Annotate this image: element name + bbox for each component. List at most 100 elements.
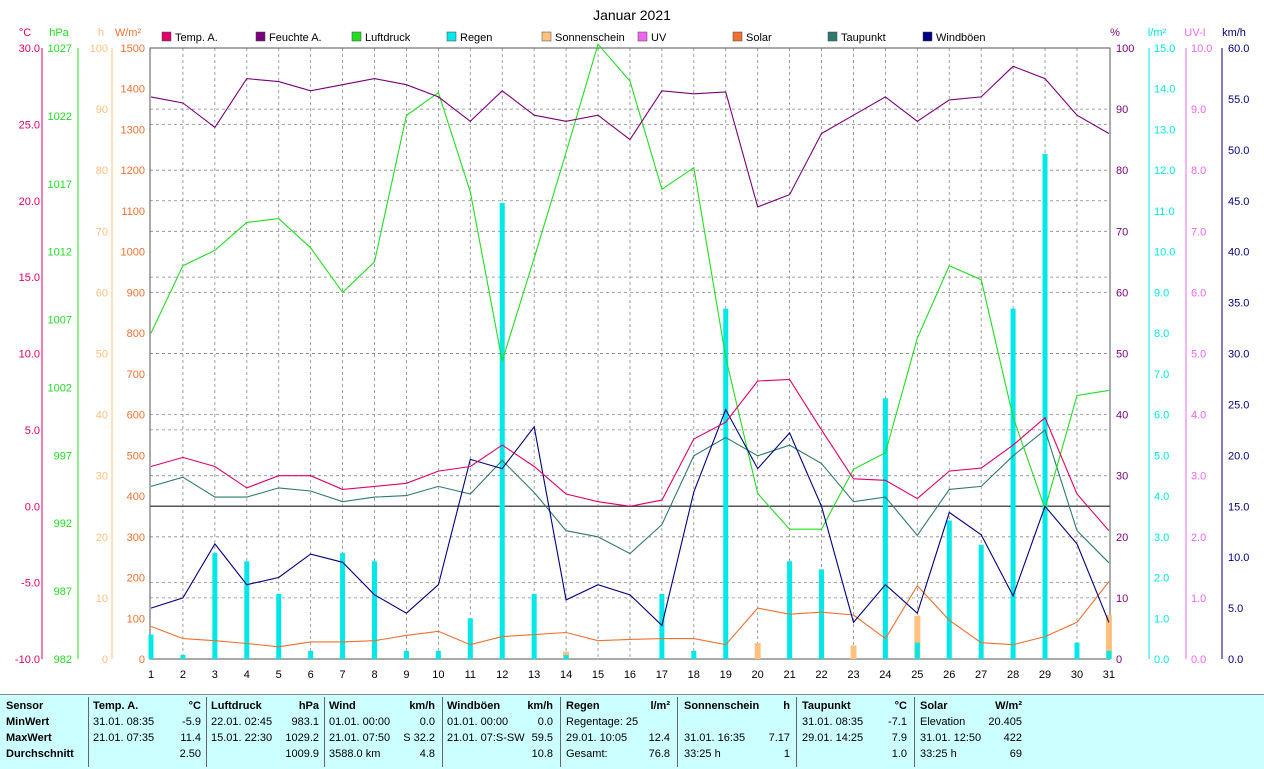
stats-wind-max-date: 21.01. 07:50 — [329, 732, 391, 744]
y-tick-solar: 1400 — [121, 84, 145, 96]
stats-press-max-val: 1029.2 — [285, 732, 319, 744]
bar-rain — [1074, 642, 1080, 659]
stats-temp-max-val: 11.4 — [180, 732, 201, 744]
bar-rain — [340, 553, 346, 659]
y-tick-hum: 60 — [1116, 287, 1128, 299]
stats-wind-min-date: 01.01. 00:00 — [329, 716, 391, 728]
y-tick-sun: 10 — [96, 593, 108, 605]
y-tick-press: 997 — [54, 450, 72, 462]
stats-gust-unit: km/h — [527, 700, 553, 712]
y-tick-temp: 5.0 — [25, 425, 40, 437]
y-tick-rain: 4.0 — [1154, 491, 1169, 503]
y-tick-uv: 4.0 — [1191, 410, 1206, 422]
stats-dew-header: Taupunkt — [802, 700, 851, 712]
x-tick-label: 24 — [879, 669, 891, 681]
x-tick-label: 6 — [308, 669, 314, 681]
stats-wind-unit: km/h — [409, 700, 435, 712]
stats-solar-avg-left: 33:25 h — [920, 748, 957, 760]
stats-wind-avg-left: 3588.0 km — [329, 748, 381, 760]
y-tick-sun: 60 — [96, 287, 108, 299]
x-tick-label: 9 — [403, 669, 409, 681]
y-tick-press: 1027 — [48, 43, 72, 55]
stats-rain-max-date: 29.01. 10:05 — [566, 732, 628, 744]
y-tick-temp: 0.0 — [25, 501, 40, 513]
y-tick-rain: 8.0 — [1154, 328, 1169, 340]
axis-unit-rain: l/m² — [1148, 27, 1167, 39]
x-tick-label: 18 — [688, 669, 700, 681]
y-tick-temp: 10.0 — [19, 349, 40, 361]
stats-press-min-date: 22.01. 02:45 — [211, 716, 273, 728]
stats-gust-min-date: 01.01. 00:00 — [447, 716, 509, 728]
y-tick-solar: 600 — [127, 410, 145, 422]
y-tick-hum: 80 — [1116, 165, 1128, 177]
axis-unit-solar: W/m² — [115, 27, 142, 39]
stats-dew-column: Taupunkt °C 31.01. 08:35 -7.1 29.01. 14:25… — [802, 698, 907, 766]
stats-gust-column: Windböen km/h 01.01. 00:00 0.0 21.01. 07:S… — [447, 698, 553, 766]
stats-rain-unit: l/m² — [650, 700, 670, 712]
bar-rain — [499, 202, 505, 659]
bar-rain — [308, 650, 314, 659]
y-tick-wind: 0.0 — [1228, 654, 1243, 666]
y-tick-solar: 1500 — [121, 43, 145, 55]
y-tick-rain: 12.0 — [1154, 165, 1175, 177]
y-tick-sun: 40 — [96, 410, 108, 422]
bar-series — [148, 153, 1112, 659]
stats-solar-column: Solar W/m² Elevation 20.405 31.01. 12:50 42… — [920, 698, 1022, 766]
y-tick-sun: 80 — [96, 165, 108, 177]
stats-min-label: MinWert — [6, 716, 50, 728]
x-tick-label: 27 — [975, 669, 987, 681]
legend-swatch-sun — [541, 31, 552, 42]
legend-label-sun: Sonnenschein — [555, 32, 625, 44]
y-tick-solar: 400 — [127, 491, 145, 503]
stats-temp-min-date: 31.01. 08:35 — [93, 716, 155, 728]
y-tick-uv: 9.0 — [1191, 104, 1206, 116]
legend-label-rain: Regen — [460, 32, 492, 44]
series-line-temp — [150, 378, 1110, 532]
bar-rain — [1010, 308, 1016, 659]
y-tick-wind: 30.0 — [1228, 349, 1249, 361]
series-line-press — [150, 43, 1109, 530]
y-tick-wind: 50.0 — [1228, 145, 1249, 157]
y-tick-rain: 11.0 — [1154, 206, 1175, 218]
stats-temp-avg-val: 2.50 — [179, 748, 201, 760]
stats-dew-unit: °C — [894, 700, 907, 712]
stats-rain-column: Regen l/m² Regentage: 25 29.01. 10:05 12.4… — [566, 698, 670, 766]
x-tick-label: 10 — [432, 669, 444, 681]
legend-swatch-gust — [922, 31, 933, 42]
x-tick-label: 3 — [212, 669, 218, 681]
legend-swatch-dew — [827, 31, 838, 42]
stats-separator — [206, 697, 207, 767]
y-tick-sun: 30 — [96, 471, 108, 483]
stats-separator — [914, 697, 915, 767]
stats-max-label: MaxWert — [6, 732, 52, 744]
stats-temp-max-date: 21.01. 07:35 — [93, 732, 155, 744]
legend: Temp. A. Feuchte A. Luftdruck Regen Sonnensc… — [161, 31, 986, 44]
x-tick-label: 12 — [496, 669, 508, 681]
y-tick-press: 1022 — [48, 111, 72, 123]
stats-separator — [560, 697, 561, 767]
x-tick-label: 23 — [847, 669, 859, 681]
bar-sunshine — [1105, 615, 1112, 659]
x-tick-label: 2 — [180, 669, 186, 681]
axes: 30.0 25.0 20.0 15.0 10.0 5.0 0.0 -5.0 -10.0 1027 1… — [15, 43, 1250, 666]
legend-swatch-temp — [161, 31, 172, 42]
y-tick-solar: 200 — [127, 573, 145, 585]
bar-rain — [372, 561, 378, 659]
axis-unit-sun: h — [98, 27, 104, 39]
x-tick-label: 28 — [1007, 669, 1019, 681]
y-tick-rain: 0.0 — [1154, 654, 1169, 666]
bar-rain — [563, 654, 569, 659]
stats-sun-max-val: 7.17 — [768, 732, 790, 744]
y-tick-hum: 50 — [1116, 349, 1128, 361]
stats-sun-header: Sonnenschein — [684, 700, 760, 712]
stats-rain-max-val: 12.4 — [648, 732, 670, 744]
y-tick-rain: 14.0 — [1154, 84, 1175, 96]
axis-unit-temp: °C — [19, 27, 31, 39]
stats-dew-max-val: 7.9 — [891, 732, 907, 744]
y-tick-wind: 40.0 — [1228, 247, 1249, 259]
y-tick-solar: 300 — [127, 532, 145, 544]
x-tick-label: 31 — [1103, 669, 1115, 681]
stats-separator — [677, 697, 678, 767]
y-tick-temp: 15.0 — [19, 272, 40, 284]
y-tick-solar: 1200 — [121, 165, 145, 177]
